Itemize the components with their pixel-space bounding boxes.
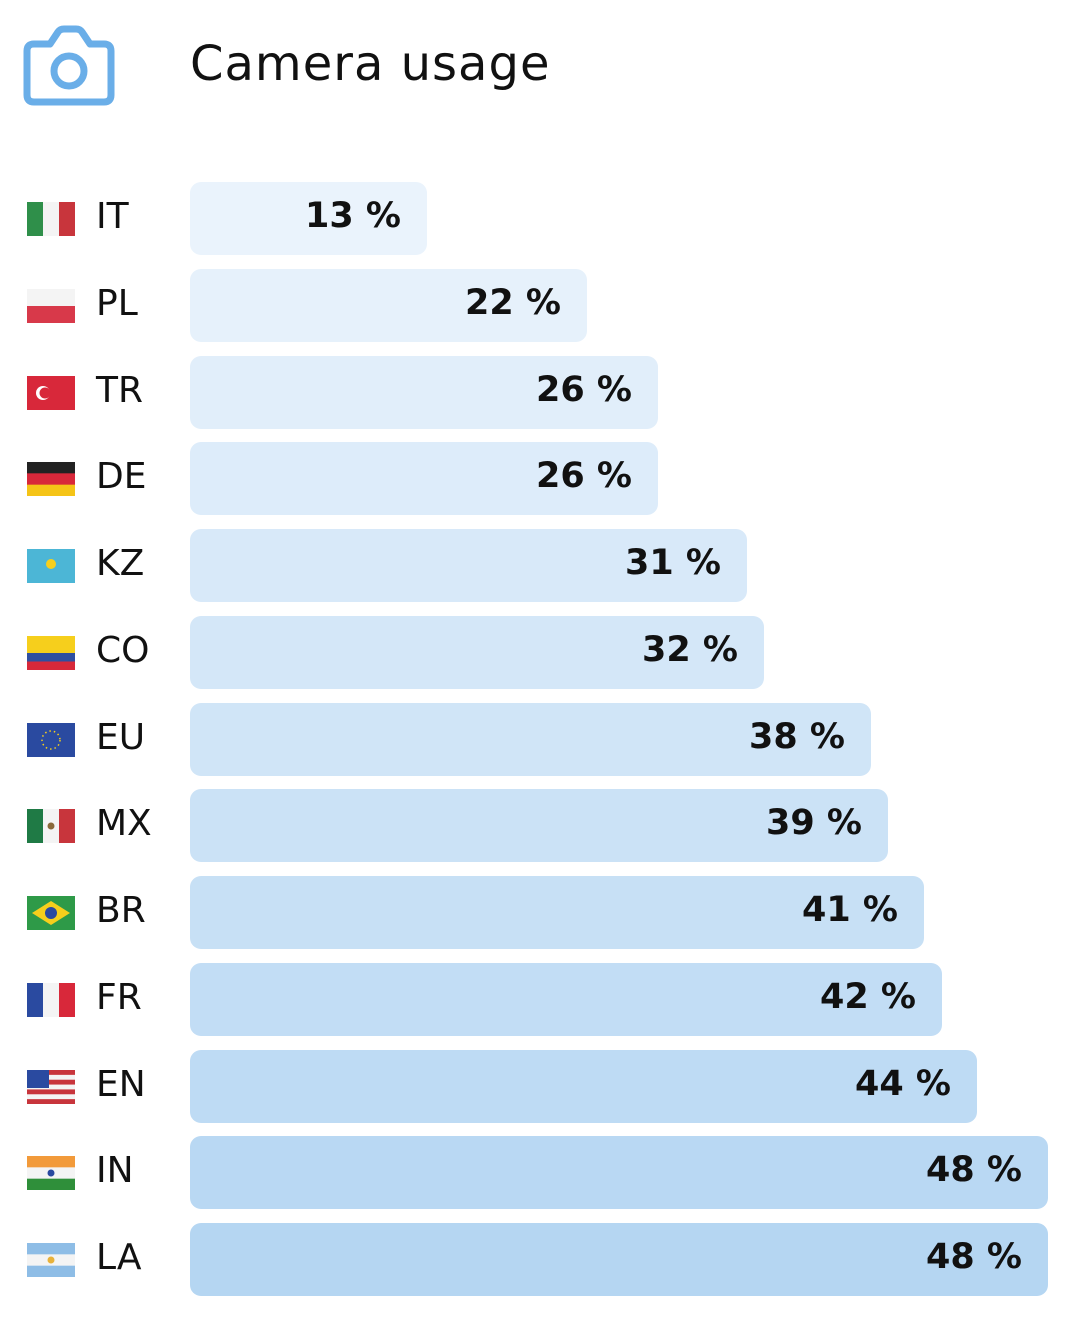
flag-kz-icon bbox=[27, 549, 75, 584]
bar: 26 % bbox=[190, 355, 658, 429]
bar-value-label: 32 % bbox=[642, 629, 738, 670]
bar-value-label: 44 % bbox=[855, 1063, 951, 1104]
bar-row-co: CO 32 % bbox=[0, 615, 1080, 690]
flag-fr-icon bbox=[27, 982, 76, 1017]
bar-value-label: 13 % bbox=[305, 196, 401, 236]
bar-value-label: 38 % bbox=[749, 716, 845, 757]
bar: 48 % bbox=[190, 1223, 1048, 1296]
bar: 39 % bbox=[190, 789, 888, 863]
country-code: EN bbox=[96, 1063, 146, 1105]
country-code: BR bbox=[96, 890, 146, 931]
flag-it-icon bbox=[27, 202, 76, 236]
country-code: IT bbox=[96, 196, 129, 237]
country-code: MX bbox=[96, 803, 152, 845]
country-code: KZ bbox=[96, 543, 145, 584]
flag-de-icon bbox=[27, 462, 75, 497]
flag-co-icon bbox=[27, 635, 75, 671]
bar: 44 % bbox=[190, 1049, 977, 1123]
bar: 26 % bbox=[190, 442, 658, 516]
country-code: FR bbox=[96, 976, 142, 1018]
bar-value-label: 26 % bbox=[536, 369, 632, 410]
country-code: LA bbox=[96, 1237, 142, 1278]
bar-row-kz: KZ 31 % bbox=[0, 529, 1080, 603]
bar: 31 % bbox=[190, 529, 747, 602]
bar-value-label: 31 % bbox=[625, 543, 721, 583]
bar-value-label: 48 % bbox=[926, 1150, 1022, 1191]
bar-row-fr: FR 42 % bbox=[0, 962, 1080, 1037]
bar: 42 % bbox=[190, 962, 942, 1036]
bar-row-en: EN 44 % bbox=[0, 1049, 1080, 1124]
flag-en-icon bbox=[27, 1069, 75, 1104]
bar-row-mx: MX 39 % bbox=[0, 789, 1080, 863]
bar-value-label: 48 % bbox=[926, 1237, 1022, 1277]
flag-in-icon bbox=[27, 1156, 75, 1191]
bar: 32 % bbox=[190, 615, 764, 689]
chart-title: Camera usage bbox=[190, 36, 551, 92]
flag-br-icon bbox=[27, 896, 75, 931]
flag-tr-icon bbox=[27, 375, 75, 410]
camera-icon bbox=[23, 25, 115, 106]
bar: 22 % bbox=[190, 268, 587, 342]
country-code: EU bbox=[96, 716, 146, 758]
bar-value-label: 42 % bbox=[820, 976, 916, 1017]
bar-value-label: 41 % bbox=[802, 890, 898, 930]
bar: 13 % bbox=[190, 182, 427, 255]
country-code: DE bbox=[96, 456, 147, 498]
bar-row-de: DE 26 % bbox=[0, 442, 1080, 516]
bar-row-tr: TR 26 % bbox=[0, 355, 1080, 430]
flag-la-icon bbox=[27, 1243, 75, 1278]
bar-value-label: 39 % bbox=[766, 803, 862, 844]
country-code: PL bbox=[96, 282, 138, 324]
bar-row-eu: EU 38 % bbox=[0, 702, 1080, 777]
country-code: IN bbox=[96, 1150, 134, 1192]
bar: 48 % bbox=[190, 1136, 1048, 1210]
bar-value-label: 22 % bbox=[465, 282, 561, 323]
flag-mx-icon bbox=[27, 809, 76, 844]
bar: 41 % bbox=[190, 876, 924, 949]
flag-eu-icon bbox=[27, 722, 75, 757]
country-code: CO bbox=[96, 629, 150, 671]
flag-pl-icon bbox=[27, 288, 75, 324]
bar-row-pl: PL 22 % bbox=[0, 268, 1080, 343]
bar-value-label: 26 % bbox=[536, 456, 632, 497]
country-code: TR bbox=[96, 369, 144, 411]
bar-row-in: IN 48 % bbox=[0, 1136, 1080, 1210]
bar-row-la: LA 48 % bbox=[0, 1223, 1080, 1297]
bar-row-it: IT 13 % bbox=[0, 182, 1080, 256]
bar-row-br: BR 41 % bbox=[0, 876, 1080, 950]
bar: 38 % bbox=[190, 702, 871, 776]
